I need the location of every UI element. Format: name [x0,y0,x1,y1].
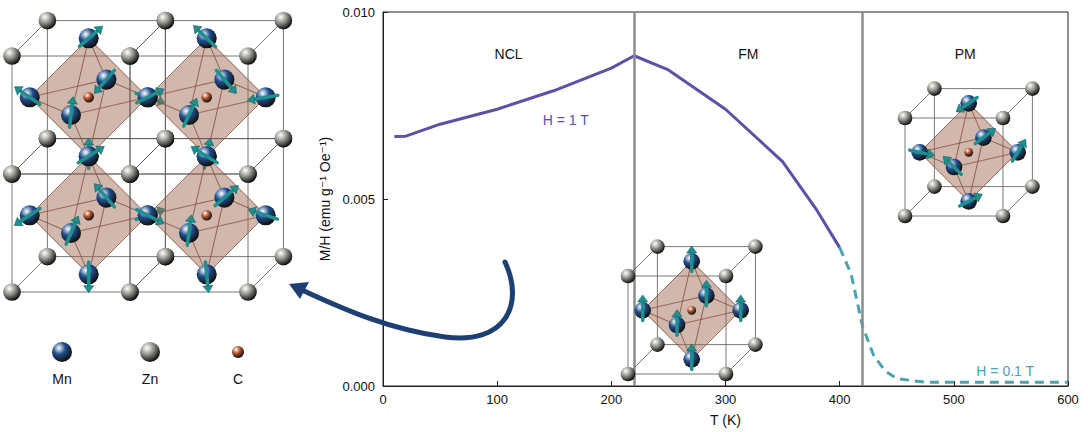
svg-text:FM: FM [738,46,758,62]
svg-text:100: 100 [486,392,508,407]
svg-text:H = 0.1 T: H = 0.1 T [976,363,1034,379]
svg-text:500: 500 [943,392,965,407]
svg-text:PM: PM [955,46,976,62]
svg-text:400: 400 [829,392,851,407]
svg-text:300: 300 [715,392,737,407]
svg-text:600: 600 [1057,392,1079,407]
svg-text:NCL: NCL [495,46,523,62]
svg-text:0.005: 0.005 [342,192,375,207]
svg-text:Mn: Mn [52,371,71,387]
svg-text:T (K): T (K) [710,412,741,428]
svg-text:M/H (emu g⁻¹ Oe⁻¹): M/H (emu g⁻¹ Oe⁻¹) [317,137,333,261]
svg-text:H = 1 T: H = 1 T [543,112,589,128]
svg-text:0: 0 [379,392,386,407]
svg-text:200: 200 [600,392,622,407]
svg-text:C: C [233,371,243,387]
svg-text:0.000: 0.000 [342,379,375,394]
svg-text:Zn: Zn [142,371,158,387]
svg-text:0.010: 0.010 [342,5,375,20]
